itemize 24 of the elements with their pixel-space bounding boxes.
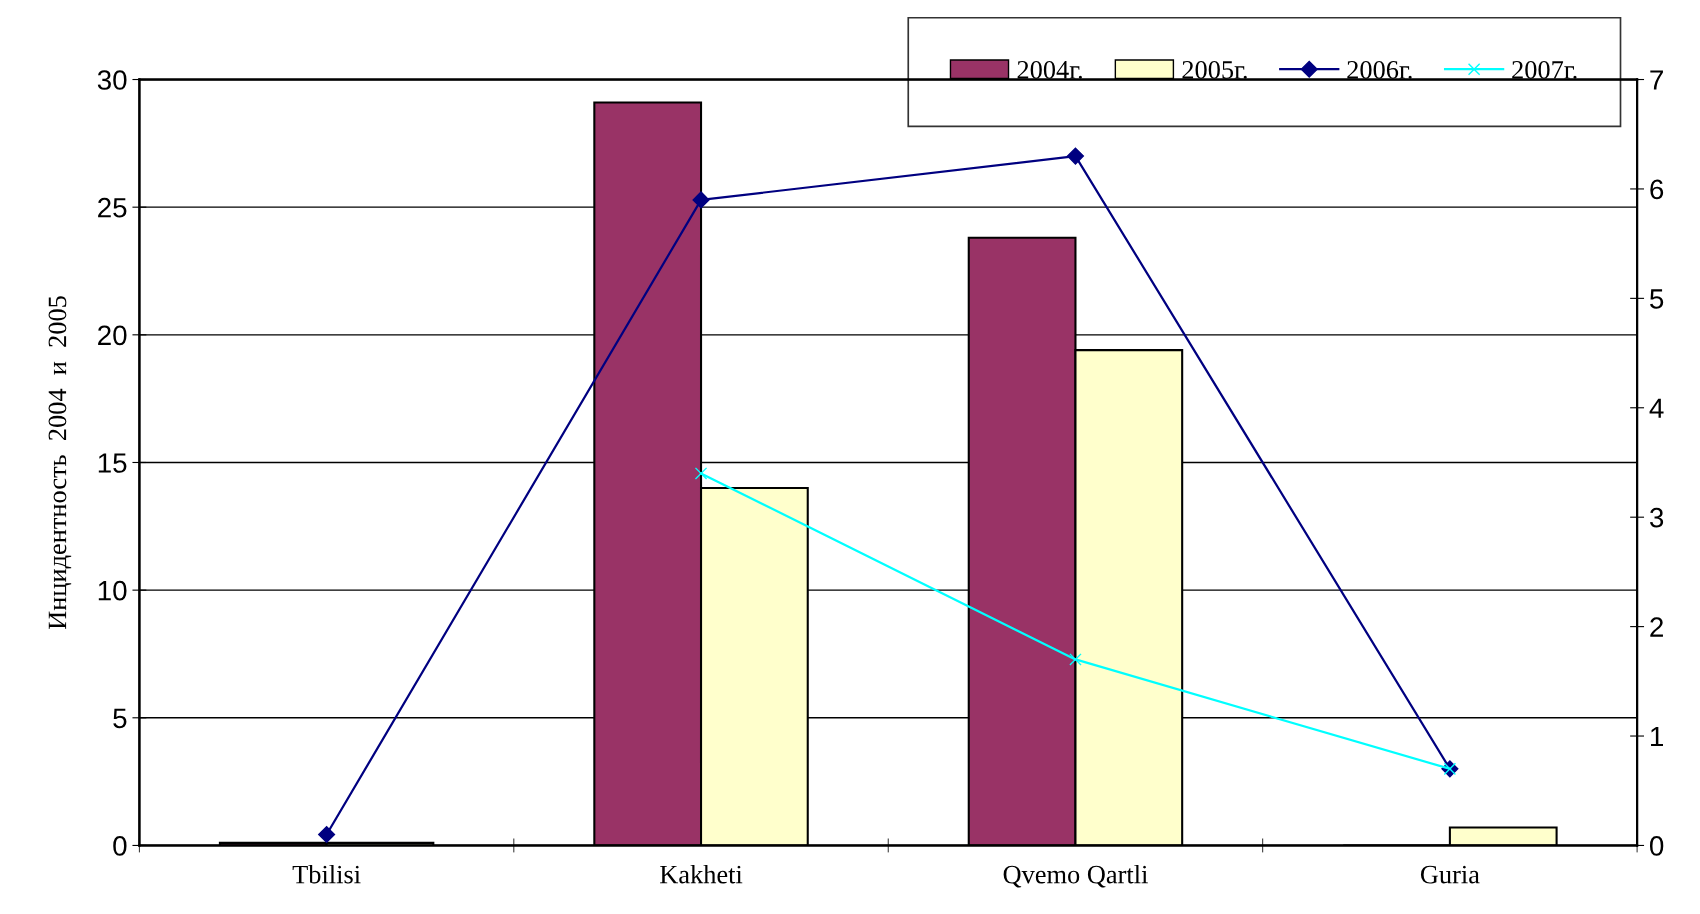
y2-tick-label: 6 [1650,179,1664,200]
y2-tick-label: 0 [1649,836,1664,856]
legend-label: 2007г. [1512,60,1577,79]
y2-tick-label: 2 [1650,617,1663,637]
y-tick-label: 0 [113,836,127,856]
x-tick-label: Guria [1420,865,1480,884]
y2-tick-label: 4 [1649,398,1664,418]
x-tick-label: Tbilisi [292,864,361,884]
y-axis-title: Инцидентность 2004 и 2005 [48,296,72,630]
y-tick-label: 25 [98,197,127,218]
legend-label: 2004г. [1017,60,1082,79]
y-tick-label: 10 [98,580,127,601]
x-tick-label: Kakheti [660,864,743,884]
x-tick-label: Qvemo Qartli [1003,864,1148,888]
y2-tick-label: 7 [1650,70,1663,90]
y2-tick-label: 3 [1649,507,1664,528]
y2-tick-label: 1 [1651,726,1663,747]
y-tick-label: 15 [98,453,127,473]
y-tick-label: 20 [98,325,127,346]
legend-label: 2006г. [1347,60,1412,79]
y-tick-label: 30 [97,70,127,90]
y-tick-label: 5 [113,708,127,729]
y2-tick-label: 5 [1650,289,1664,309]
legend-label: 2005г. [1182,60,1247,79]
